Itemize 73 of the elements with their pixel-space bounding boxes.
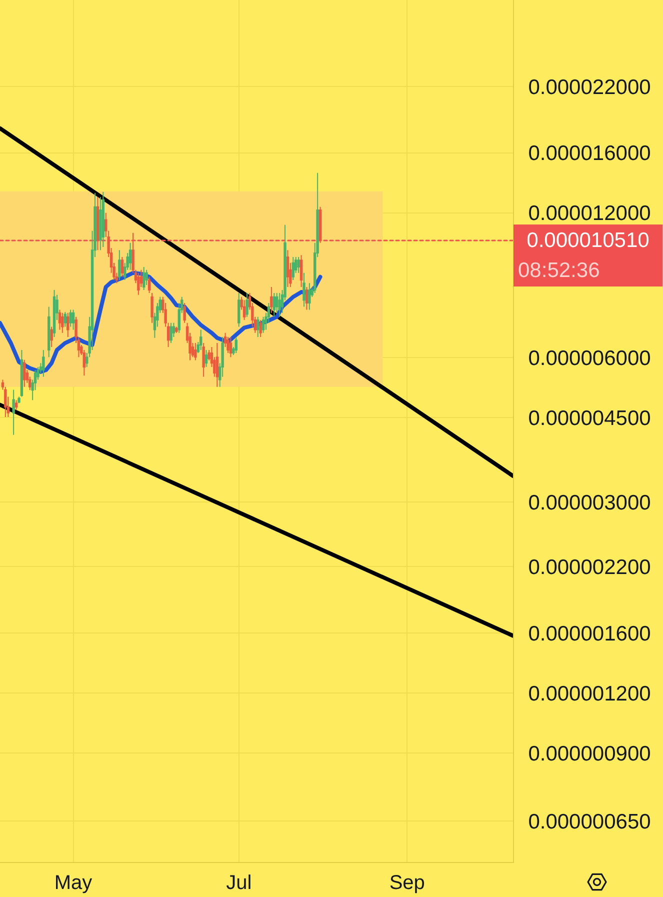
y-tick-label: 0.000022000 [528,76,651,99]
text: 08:52:36 [518,259,600,282]
candlestick [238,292,240,328]
x-tick-label: May [54,872,92,894]
candlestick [234,336,238,354]
candlestick [64,312,66,328]
candlestick [175,326,178,334]
candlestick [145,269,148,286]
candlestick [302,272,306,308]
candlestick [118,250,121,280]
line-series [0,270,322,374]
candlestick [308,282,311,310]
candlestick [96,196,100,251]
candlestick [202,342,205,378]
candlestick [226,336,230,354]
candlestick [246,292,248,318]
candlestick [137,272,140,296]
candlestick [297,256,300,274]
candlestick [204,349,208,368]
candlestick [292,256,294,280]
candlestick [278,292,281,318]
y-tick-label: 0.000002200 [528,556,651,580]
candlestick [42,349,45,378]
candlestick [18,396,20,404]
candlestick [256,316,260,338]
candlestick [286,250,290,288]
candlestick [276,292,278,314]
candlestick [150,292,154,324]
candlestick [20,349,24,398]
candlestick [142,266,146,291]
candlestick [12,389,15,436]
candlestick [48,306,50,358]
candlestick [128,242,132,270]
candlestick [52,290,56,338]
candlestick [194,342,197,361]
candlestick [120,256,124,278]
candlestick [259,320,262,338]
candlestick [242,300,246,320]
candlestick [270,286,273,314]
candlestick [318,206,322,244]
candlestick [23,359,26,388]
candlestick [102,191,104,248]
y-tick-label: 0.000006000 [528,346,651,370]
y-tick-label: 0.000016000 [528,142,651,166]
x-tick-label: Sep [389,872,425,894]
candlestick [72,309,75,330]
y-tick-label: 0.000000650 [528,810,651,834]
candlestick [14,400,18,410]
y-tick-label: 0.000003000 [528,491,651,514]
candlestick [170,322,172,344]
candlestick [50,326,53,348]
candlestick [300,254,303,288]
y-tick-label: 0.000012000 [528,202,651,226]
y-tick-label: 0.000000900 [528,742,651,766]
candlestick [61,312,64,334]
y-tick-label: 0.000001200 [528,682,651,706]
candlestick [69,309,72,328]
candlestick [229,336,232,358]
candlestick [66,312,70,338]
candlestick [305,286,308,310]
candlestick [262,316,265,334]
x-tick-label: Jul [226,872,252,894]
candlestick [148,276,151,294]
y-tick-label: 0.000001600 [528,622,651,646]
candlestick [58,309,62,330]
candlestick [99,196,102,251]
y-tick-label: 0.000004500 [528,406,651,430]
ref-line-label: 0.000010510 [526,229,650,252]
candlestick [183,302,186,324]
candlestick [272,292,276,318]
candlestick [82,349,86,376]
candlestick [200,329,202,350]
candlestick [216,342,218,388]
